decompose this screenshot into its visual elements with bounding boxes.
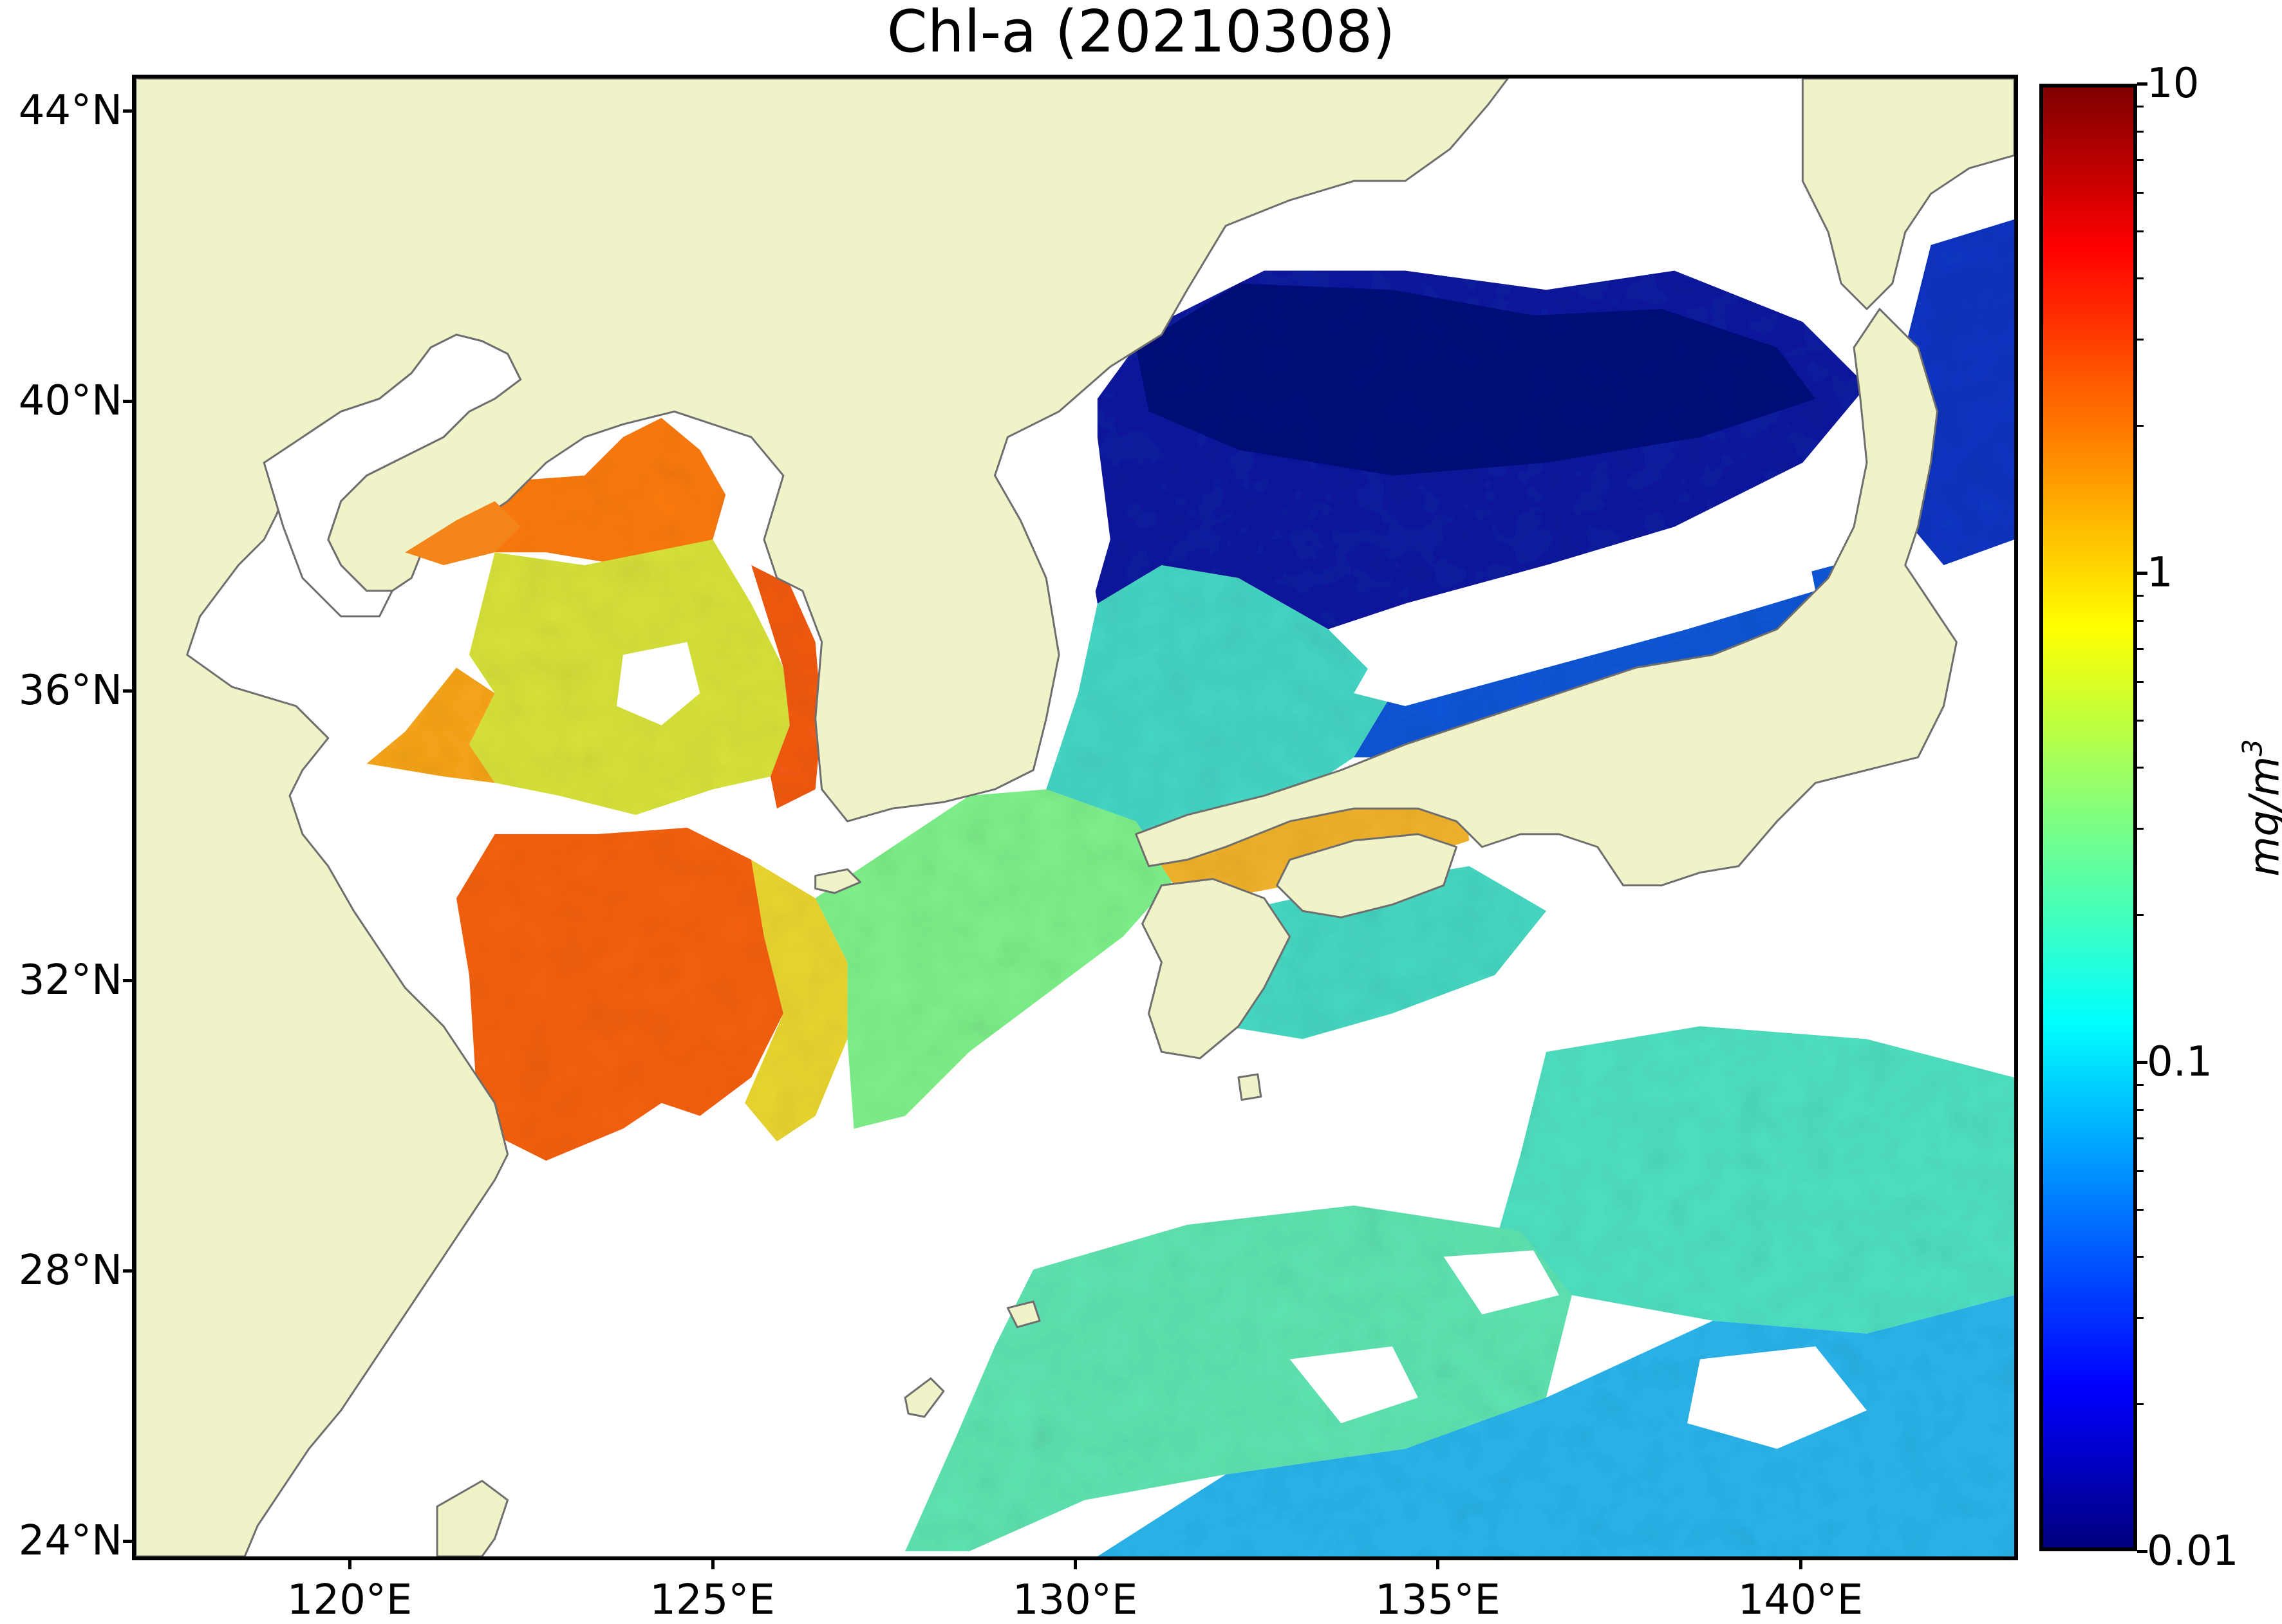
colorbar-minor-tick: [2137, 192, 2144, 194]
colorbar-minor-tick: [2137, 277, 2144, 279]
lat-tick-label: 28°N: [0, 1250, 122, 1291]
lon-tick-mark: [348, 1560, 351, 1569]
lat-tick-mark: [123, 1269, 132, 1273]
lon-tick-mark: [1074, 1560, 1077, 1569]
lon-tick-mark: [711, 1560, 715, 1569]
colorbar-minor-tick: [2137, 681, 2144, 683]
lat-tick-mark: [123, 400, 132, 403]
lat-tick-label: 24°N: [0, 1520, 122, 1562]
colorbar-minor-tick: [2137, 767, 2144, 769]
colorbar-minor-tick: [2137, 106, 2144, 107]
colorbar-major-tick: [2137, 1061, 2147, 1064]
colorbar-minor-tick: [2137, 648, 2144, 650]
colorbar-tick-label: 1: [2147, 552, 2173, 593]
map-frame: [132, 75, 2018, 1560]
lon-tick-label: 120°E: [253, 1580, 446, 1621]
colorbar-minor-tick: [2137, 230, 2144, 232]
colorbar-minor-tick: [2137, 1084, 2144, 1086]
colorbar-unit-base: mg/m: [2241, 756, 2282, 877]
chl-east-china-sea: [456, 828, 783, 1161]
map-canvas: [136, 79, 2014, 1556]
colorbar-minor-tick: [2137, 595, 2144, 597]
chl-pacific-subtropic-north: [1495, 1026, 2014, 1334]
colorbar-minor-tick: [2137, 425, 2144, 427]
colorbar-major-tick: [2137, 1550, 2147, 1553]
lon-tick-label: 130°E: [978, 1580, 1172, 1621]
colorbar-minor-tick: [2137, 1317, 2144, 1319]
colorbar: [2039, 84, 2137, 1551]
land-okinawa: [905, 1378, 944, 1417]
colorbar-minor-tick: [2137, 131, 2144, 133]
colorbar-minor-tick: [2137, 828, 2144, 830]
colorbar-unit-exponent: 3: [2237, 739, 2268, 756]
colorbar-minor-tick: [2137, 339, 2144, 341]
colorbar-minor-tick: [2137, 620, 2144, 622]
colorbar-unit-label: mg/m3: [2237, 739, 2282, 877]
colorbar-major-tick: [2137, 572, 2147, 575]
colorbar-minor-tick: [2137, 1137, 2144, 1139]
lat-tick-label: 36°N: [0, 670, 122, 711]
chl-yellow-sea-west: [367, 667, 495, 783]
colorbar-minor-tick: [2137, 1209, 2144, 1211]
colorbar-minor-tick: [2137, 1403, 2144, 1405]
colorbar-tick-label: 0.01: [2147, 1531, 2239, 1572]
colorbar-tick-label: 0.1: [2147, 1041, 2212, 1083]
colorbar-minor-tick: [2137, 914, 2144, 916]
colorbar-major-tick: [2137, 82, 2147, 86]
colorbar-tick-label: 10: [2147, 63, 2199, 104]
lat-tick-mark: [123, 979, 132, 982]
lon-tick-mark: [1799, 1560, 1802, 1569]
lon-tick-label: 140°E: [1704, 1580, 1897, 1621]
colorbar-minor-tick: [2137, 1256, 2144, 1258]
lat-tick-mark: [123, 1540, 132, 1543]
land-tanegashima: [1239, 1074, 1261, 1100]
colorbar-minor-tick: [2137, 720, 2144, 722]
lon-tick-mark: [1436, 1560, 1439, 1569]
lon-tick-label: 135°E: [1341, 1580, 1534, 1621]
lon-tick-label: 125°E: [616, 1580, 809, 1621]
lat-tick-label: 44°N: [0, 90, 122, 131]
lat-tick-mark: [123, 109, 132, 113]
lat-tick-label: 40°N: [0, 380, 122, 422]
lat-tick-label: 32°N: [0, 960, 122, 1001]
colorbar-minor-tick: [2137, 159, 2144, 161]
colorbar-minor-tick: [2137, 1109, 2144, 1111]
lat-tick-mark: [123, 689, 132, 693]
colorbar-minor-tick: [2137, 1170, 2144, 1172]
figure-title: Chl-a (20210308): [0, 0, 2282, 64]
